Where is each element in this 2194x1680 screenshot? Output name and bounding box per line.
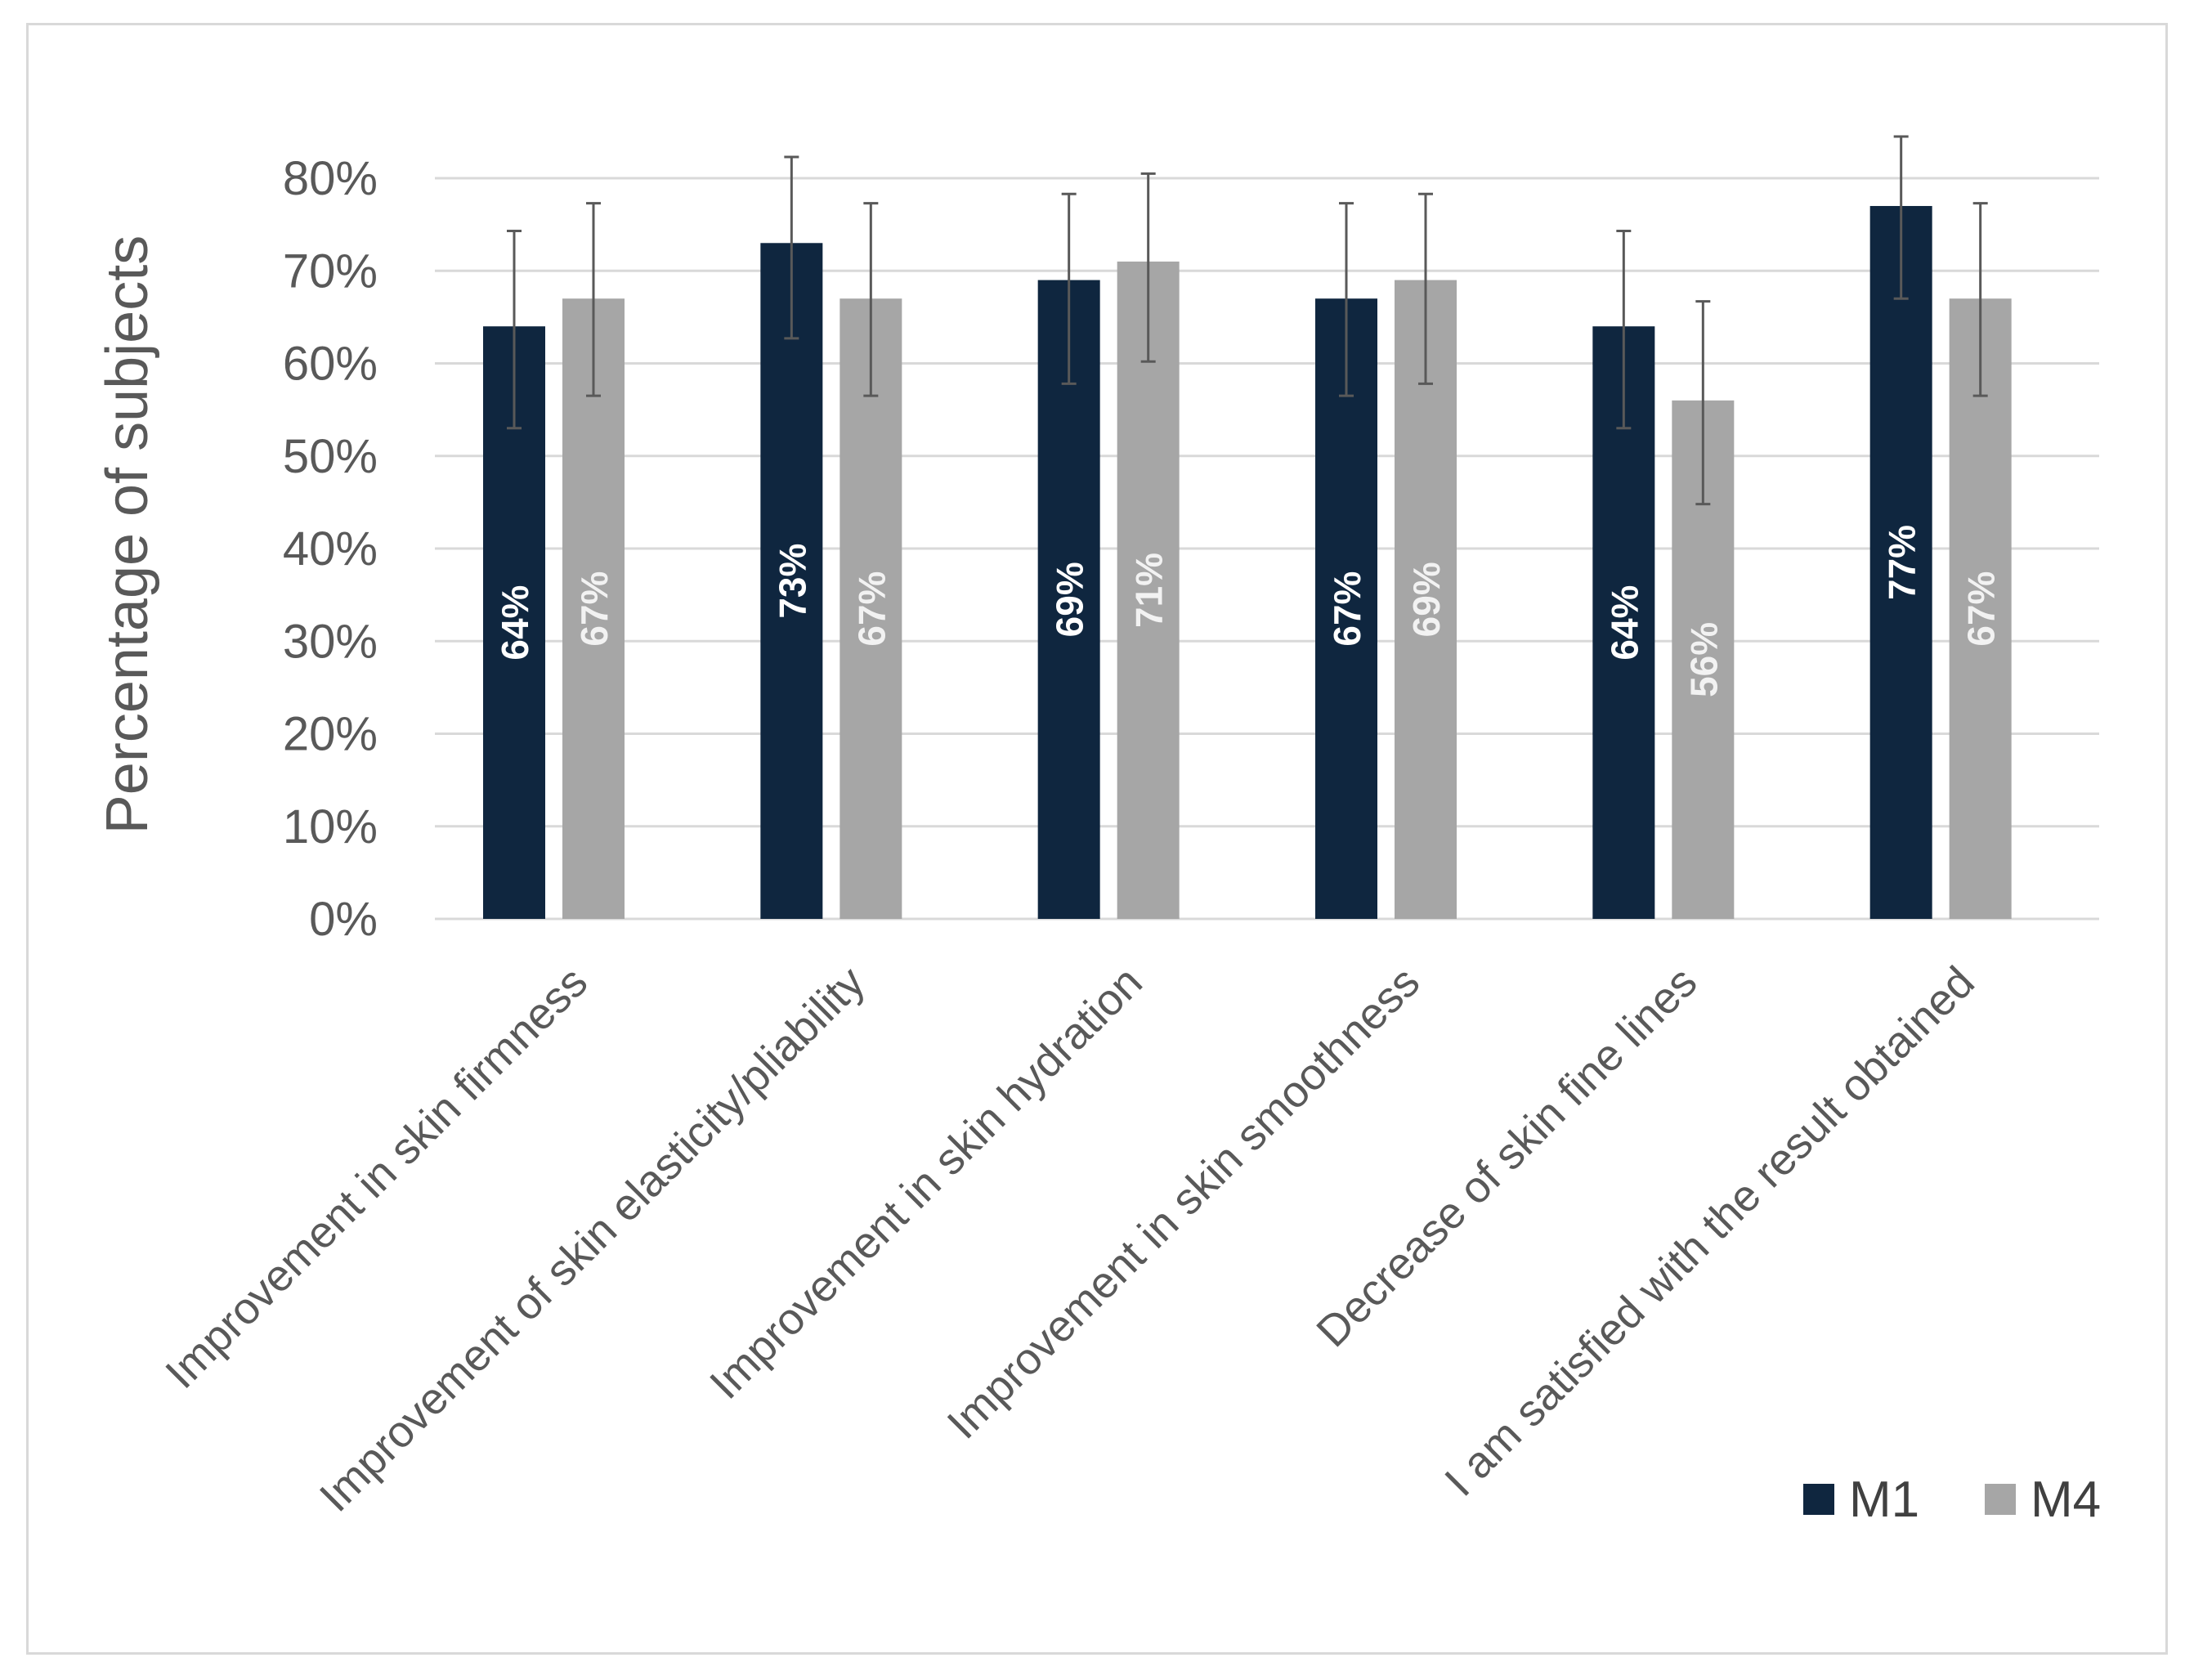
data-label-m4: 67% (850, 571, 893, 647)
data-label-m4: 67% (1960, 571, 2003, 647)
y-tick-label: 30% (283, 615, 378, 668)
y-tick-label: 60% (283, 338, 378, 391)
error-bar-m1 (1339, 202, 1354, 397)
bar-m1 (760, 243, 823, 919)
data-label-m1: 77% (1881, 525, 1923, 600)
legend-label: M1 (1849, 1472, 1919, 1528)
data-label-m1: 67% (1326, 571, 1368, 647)
data-label-m1: 73% (771, 544, 813, 619)
error-bar-m4 (1418, 192, 1433, 385)
error-bar-m4 (1972, 202, 1988, 397)
y-tick-label: 70% (283, 244, 378, 298)
x-category-label: Improvement in skin hydration (701, 957, 1152, 1409)
data-label-m4: 56% (1682, 622, 1725, 697)
error-bar-m4 (1140, 172, 1156, 363)
gridlines (435, 177, 2099, 921)
x-category-label: Improvement in skin smoothness (938, 957, 1430, 1449)
error-bar-m1 (1893, 135, 1909, 300)
bars (483, 205, 2012, 920)
error-bar-m4 (863, 202, 879, 397)
data-label-m1: 69% (1049, 562, 1091, 637)
data-label-m4: 67% (573, 571, 616, 647)
bar-m4 (1117, 261, 1180, 919)
data-labels: 64% 67% 73% 67% 69% 71% 67% 69% 64% 56% 77% 67% (494, 525, 2003, 697)
bar-m1 (1315, 298, 1377, 920)
legend-item-m1: M1 (1803, 1472, 1919, 1528)
bar-m4 (562, 298, 625, 920)
y-tick-label: 10% (283, 800, 378, 853)
error-bar-m1 (784, 155, 799, 340)
y-tick-label: 0% (309, 893, 378, 946)
bar-m4 (840, 298, 902, 920)
legend-swatch (1985, 1484, 2016, 1515)
bar-m4 (1949, 298, 2012, 920)
y-tick-label: 20% (283, 708, 378, 761)
data-label-m4: 69% (1405, 562, 1448, 637)
bar-m1 (1869, 205, 1932, 920)
y-tick-label: 50% (283, 430, 378, 483)
legend-label: M4 (2031, 1472, 2101, 1528)
y-axis-ticks: 0% 10% 20% 30% 40% 50% 60% 70% 80% (283, 152, 378, 946)
bar-m4 (1395, 280, 1457, 919)
data-label-m4: 71% (1128, 553, 1171, 628)
y-tick-label: 80% (283, 152, 378, 205)
legend-item-m4: M4 (1985, 1472, 2101, 1528)
x-category-label: I am satisfied with the result obtained (1435, 957, 1984, 1506)
y-axis-title: Percentage of subjects (95, 235, 160, 834)
error-bars (507, 135, 1988, 506)
error-bar-m4 (1695, 300, 1711, 506)
error-bar-m1 (1061, 192, 1077, 385)
legend-swatch (1803, 1484, 1834, 1515)
bar-m1 (1037, 280, 1100, 919)
error-bar-m4 (586, 202, 601, 397)
legend: M1 M4 (1803, 1472, 2101, 1528)
x-axis-labels: Improvement in skin firmnessImprovement … (156, 957, 1984, 1521)
data-label-m1: 64% (1603, 585, 1646, 661)
y-tick-label: 40% (283, 522, 378, 576)
x-category-label: Improvement of skin elasticity/pliabilit… (311, 957, 875, 1521)
data-label-m1: 64% (494, 585, 536, 661)
error-bar-m1 (1616, 230, 1632, 430)
error-bar-m1 (507, 230, 522, 430)
